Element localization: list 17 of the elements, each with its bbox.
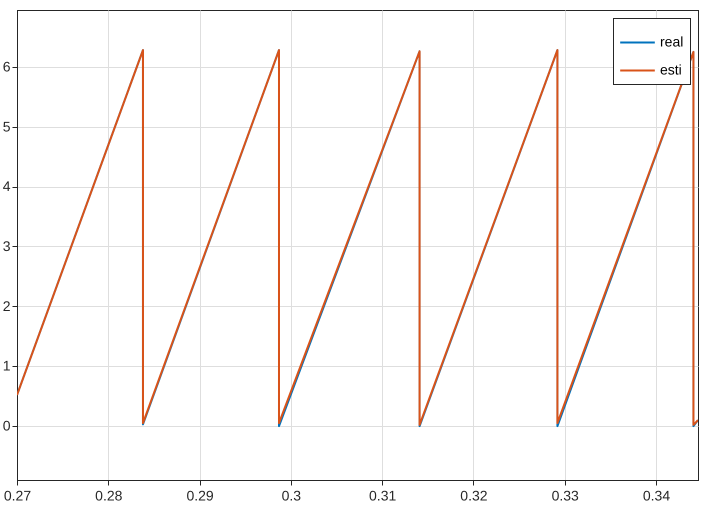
legend-label: real xyxy=(660,34,684,50)
y-tick-label: 5 xyxy=(2,118,11,134)
x-tick-label: 0.27 xyxy=(4,488,32,504)
x-tick-label: 0.34 xyxy=(642,488,670,504)
x-tick-label: 0.29 xyxy=(186,488,214,504)
y-tick-label: 1 xyxy=(2,358,11,374)
x-tick-label: 0.3 xyxy=(282,488,302,504)
x-tick-label: 0.31 xyxy=(369,488,396,504)
x-tick-label: 0.28 xyxy=(95,488,123,504)
x-tick-label: 0.33 xyxy=(552,488,580,504)
y-tick-label: 2 xyxy=(2,298,11,314)
legend-label: esti xyxy=(660,62,682,78)
y-tick-label: 0 xyxy=(2,418,11,434)
y-tick-label: 3 xyxy=(2,238,11,254)
y-tick-label: 6 xyxy=(2,58,11,74)
y-tick-label: 4 xyxy=(2,178,11,194)
x-tick-label: 0.32 xyxy=(460,488,488,504)
